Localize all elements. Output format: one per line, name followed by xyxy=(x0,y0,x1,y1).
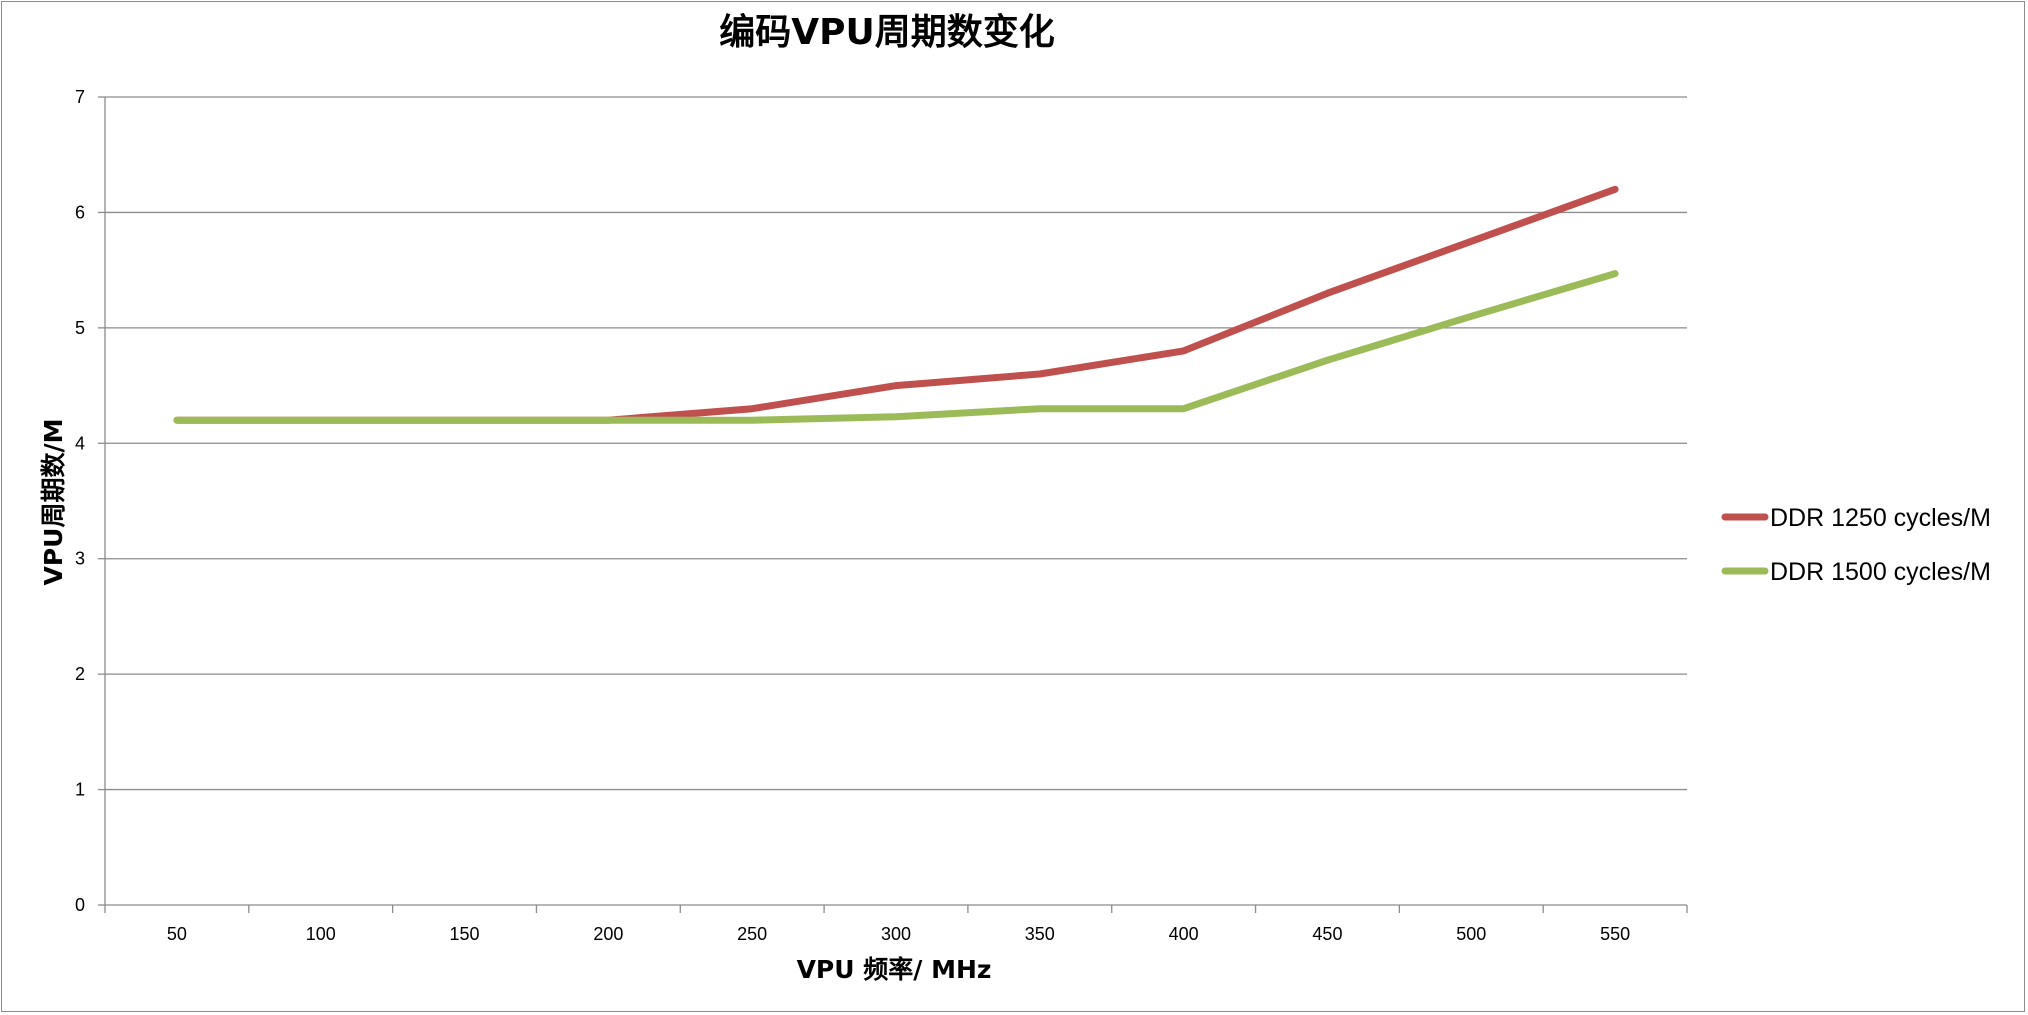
x-tick-label: 150 xyxy=(450,924,480,944)
y-tick-labels: 0 1 2 3 4 5 6 7 xyxy=(75,87,85,915)
x-tick-label: 300 xyxy=(881,924,911,944)
x-axis-title: VPU 频率/ MHz xyxy=(797,955,992,984)
y-tick-label: 2 xyxy=(75,664,85,684)
series-line-2 xyxy=(173,270,1619,424)
x-tick-labels: 50 100 150 200 250 300 350 400 450 500 550 xyxy=(167,924,1630,944)
x-tick-label: 50 xyxy=(167,924,187,944)
x-tick-label: 400 xyxy=(1169,924,1199,944)
legend-label-1: DDR 1250 cycles/M xyxy=(1770,504,1991,532)
y-tick-label: 5 xyxy=(75,318,85,338)
y-tick-label: 4 xyxy=(75,433,85,453)
legend: DDR 1250 cycles/M DDR 1500 cycles/M xyxy=(1721,504,1991,586)
x-tick-label: 100 xyxy=(306,924,336,944)
y-axis-title: VPU周期数/M xyxy=(39,419,68,586)
series-lines xyxy=(173,185,1619,424)
y-tick-label: 0 xyxy=(75,895,85,915)
series-line-1 xyxy=(173,185,1619,424)
gridlines xyxy=(105,96,1687,791)
y-tick-label: 6 xyxy=(75,202,85,222)
x-tick-label: 250 xyxy=(737,924,767,944)
x-tick-label: 200 xyxy=(593,924,623,944)
chart-title: 编码VPU周期数变化 xyxy=(719,11,1054,53)
x-tick-label: 500 xyxy=(1456,924,1486,944)
x-tick-label: 550 xyxy=(1600,924,1630,944)
x-tick-label: 450 xyxy=(1312,924,1342,944)
legend-label-2: DDR 1500 cycles/M xyxy=(1770,558,1991,586)
y-tick-label: 7 xyxy=(75,87,85,107)
y-tick-label: 3 xyxy=(75,549,85,569)
y-tick-label: 1 xyxy=(75,780,85,800)
axes xyxy=(98,96,1688,913)
x-tick-label: 350 xyxy=(1025,924,1055,944)
